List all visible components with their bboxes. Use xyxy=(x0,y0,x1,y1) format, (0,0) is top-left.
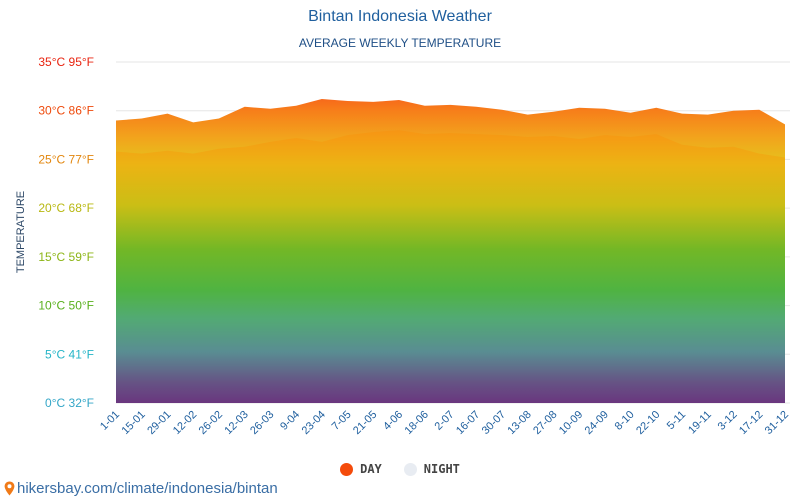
x-tick-label: 30-07 xyxy=(480,409,508,437)
x-tick-label: 8-10 xyxy=(613,409,637,433)
chart-legend: DAY NIGHT xyxy=(0,462,800,476)
x-tick-label: 24-09 xyxy=(583,409,611,437)
y-tick-label: 30°C 86°F xyxy=(38,104,94,118)
x-tick-label: 16-07 xyxy=(454,409,482,437)
x-tick-label: 26-03 xyxy=(248,409,276,437)
x-tick-label: 13-08 xyxy=(505,409,533,437)
x-tick-label: 19-11 xyxy=(686,409,714,437)
y-tick-label: 35°C 95°F xyxy=(38,55,94,69)
y-tick-label: 25°C 77°F xyxy=(38,152,94,166)
x-tick-label: 7-05 xyxy=(330,409,354,433)
legend-label-night: NIGHT xyxy=(423,462,460,476)
day-temperature-area xyxy=(116,99,785,403)
x-tick-label: 23-04 xyxy=(300,409,328,437)
y-axis-title: TEMPERATURE xyxy=(15,191,27,273)
source-url: hikersbay.com/climate/indonesia/bintan xyxy=(17,480,278,497)
legend-dot-night xyxy=(403,462,417,476)
legend-dot-day xyxy=(340,462,354,476)
x-tick-label: 1-01 xyxy=(98,409,122,433)
night-temperature-overlay xyxy=(116,130,785,403)
x-tick-label: 18-06 xyxy=(403,409,431,437)
y-tick-label: 20°C 68°F xyxy=(38,201,94,215)
chart-subtitle: AVERAGE WEEKLY TEMPERATURE xyxy=(298,36,502,50)
x-tick-label: 15-01 xyxy=(119,409,147,437)
y-tick-label: 0°C 32°F xyxy=(45,396,94,410)
x-tick-label: 12-02 xyxy=(171,409,199,437)
x-tick-label: 10-09 xyxy=(557,409,585,437)
x-tick-label: 4-06 xyxy=(381,409,405,433)
x-tick-label: 29-01 xyxy=(145,409,173,437)
legend-item-night[interactable]: NIGHT xyxy=(403,462,460,476)
location-pin-icon xyxy=(4,481,15,496)
x-tick-label: 22-10 xyxy=(634,409,662,437)
legend-item-day[interactable]: DAY xyxy=(340,462,382,476)
x-tick-label: 21-05 xyxy=(351,409,379,437)
y-tick-label: 5°C 41°F xyxy=(45,347,94,361)
source-link[interactable]: hikersbay.com/climate/indonesia/bintan xyxy=(4,480,278,497)
x-tick-label: 31-12 xyxy=(763,409,791,437)
x-tick-label: 26-02 xyxy=(197,409,225,437)
x-tick-label: 12-03 xyxy=(222,409,250,437)
x-tick-label: 5-11 xyxy=(665,409,688,432)
chart-title: Bintan Indonesia Weather xyxy=(308,8,492,25)
y-axis-labels: 0°C 32°F 5°C 41°F 10°C 50°F 15°C 59°F 20°C 6… xyxy=(38,55,94,410)
y-tick-label: 10°C 50°F xyxy=(38,299,94,313)
x-tick-label: 9-04 xyxy=(278,409,302,433)
x-tick-label: 27-08 xyxy=(531,409,559,437)
x-tick-label: 3-12 xyxy=(716,409,740,433)
y-tick-label: 15°C 59°F xyxy=(38,250,94,264)
x-tick-label: 17-12 xyxy=(737,409,765,437)
x-tick-label: 2-07 xyxy=(433,409,457,433)
legend-label-day: DAY xyxy=(360,462,382,476)
